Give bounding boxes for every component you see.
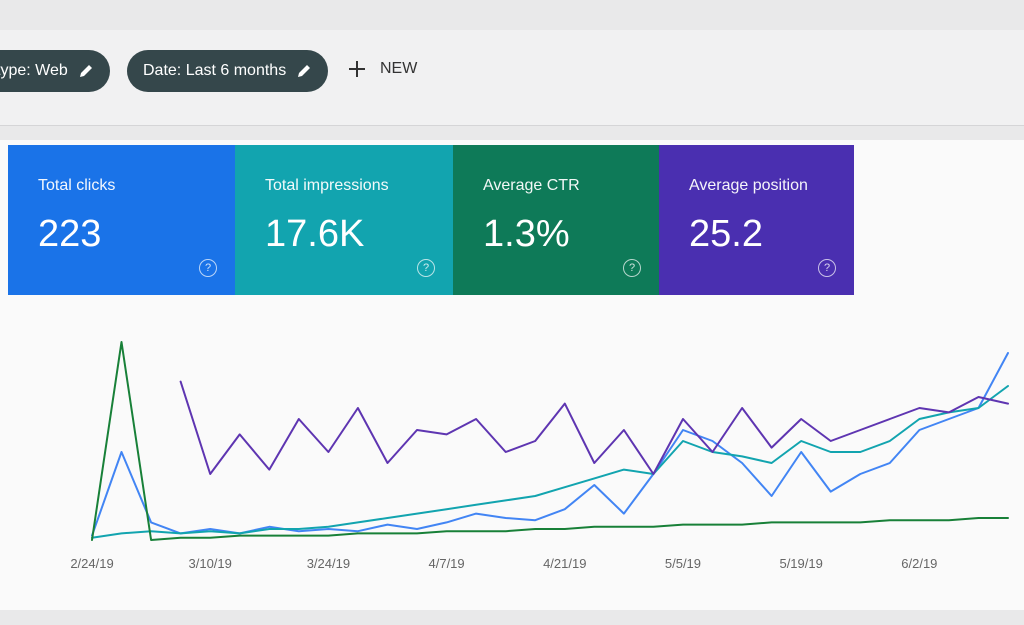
chip-label: type: Web <box>0 62 68 79</box>
metric-label: Total clicks <box>38 177 116 194</box>
filter-chip[interactable]: Date: Last 6 months <box>127 50 329 92</box>
edit-icon <box>298 65 311 77</box>
x-tick-label: 4/7/19 <box>429 556 465 571</box>
new-button[interactable]: NEW <box>348 60 417 78</box>
plus-icon <box>349 61 365 77</box>
help-icon[interactable]: ? <box>199 259 217 277</box>
metric-value: 17.6K <box>265 213 365 255</box>
x-tick-label: 5/19/19 <box>779 556 822 571</box>
metric-card[interactable]: Total clicks 223? <box>8 145 235 295</box>
metric-label: Average CTR <box>483 177 580 194</box>
metric-card[interactable]: Total impressions 17.6K? <box>235 145 453 295</box>
series-line <box>91 385 1009 539</box>
x-tick-label: 5/5/19 <box>665 556 701 571</box>
filter-chip[interactable]: type: Web <box>0 50 110 92</box>
metric-label: Total impressions <box>265 177 389 194</box>
edit-icon <box>79 65 92 77</box>
series-line <box>91 352 1009 537</box>
series-line <box>91 341 1009 541</box>
help-icon[interactable]: ? <box>818 259 836 277</box>
x-tick-label: 2/24/19 <box>70 556 113 571</box>
metric-value: 1.3% <box>483 213 570 255</box>
metric-label: Average position <box>689 177 808 194</box>
metric-card[interactable]: Average CTR 1.3%? <box>453 145 659 295</box>
metric-value: 223 <box>38 213 102 255</box>
x-tick-label: 4/21/19 <box>543 556 586 571</box>
chip-label: Date: Last 6 months <box>143 62 287 79</box>
help-icon[interactable]: ? <box>417 259 435 277</box>
help-icon[interactable]: ? <box>623 259 641 277</box>
new-label: NEW <box>380 60 418 77</box>
series-line <box>179 380 1009 475</box>
x-tick-label: 3/24/19 <box>307 556 350 571</box>
x-tick-label: 6/2/19 <box>901 556 937 571</box>
toolbar: type: Web Date: Last 6 months NEW <box>0 30 1024 126</box>
x-tick-label: 3/10/19 <box>189 556 232 571</box>
metric-card[interactable]: Average position 25.2? <box>659 145 854 295</box>
metric-value: 25.2 <box>689 213 763 255</box>
